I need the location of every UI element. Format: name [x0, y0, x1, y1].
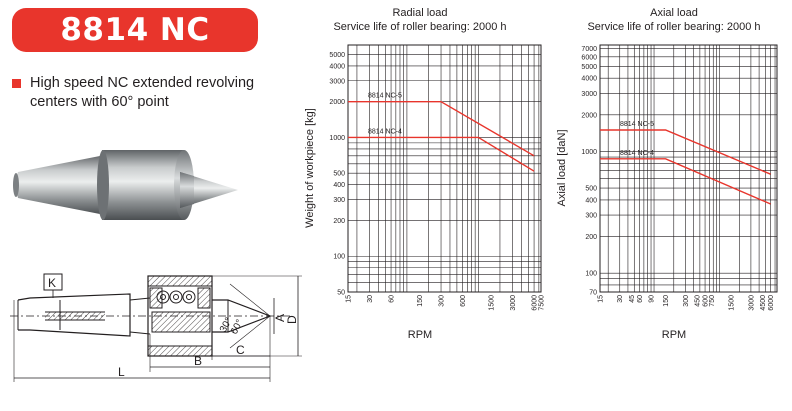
chart-title: Axial load [650, 7, 698, 19]
series-line [600, 158, 771, 205]
axial-load-chart: Axial load Service life of roller bearing… [556, 7, 778, 341]
y-tick-label: 500 [585, 186, 597, 193]
technical-drawing [10, 273, 302, 382]
label-a: A [273, 314, 287, 322]
point-cone [180, 172, 238, 208]
x-tick-label: 45 [629, 295, 636, 303]
y-tick-label: 100 [333, 254, 345, 261]
y-tick-label: 100 [585, 271, 597, 278]
x-tick-label: 1500 [729, 295, 736, 311]
y-tick-label: 5000 [581, 64, 597, 71]
y-tick-label: 1000 [581, 149, 597, 156]
bullet-square-icon [12, 79, 21, 88]
x-tick-label: 1500 [489, 295, 496, 311]
product-title: 8814 NC [12, 8, 258, 52]
bearing-housing [102, 150, 184, 220]
x-tick-label: 600 [460, 295, 467, 307]
series-label: 8814 NC-5 [620, 121, 654, 128]
x-tick-label: 6000 [768, 295, 775, 311]
point-base [180, 172, 194, 208]
series-label: 8814 NC-4 [620, 150, 654, 157]
x-tick-label: 450 [694, 295, 701, 307]
y-tick-label: 3000 [329, 78, 345, 85]
y-tick-label: 2000 [329, 99, 345, 106]
plot-frame [347, 44, 542, 293]
x-tick-label: 60 [389, 295, 396, 303]
label-l: L [118, 365, 125, 379]
y-tick-label: 2000 [581, 112, 597, 119]
housing-back [97, 150, 109, 220]
y-tick-label: 500 [333, 171, 345, 178]
label-c: C [236, 343, 245, 357]
taper-shank [14, 155, 105, 215]
x-tick-label: 7500 [539, 295, 546, 311]
y-tick-label: 3000 [581, 91, 597, 98]
y-tick-label: 4000 [329, 63, 345, 70]
y-tick-label: 1000 [329, 135, 345, 142]
label-d: D [285, 315, 299, 324]
x-tick-label: 3000 [510, 295, 517, 311]
series-label: 8814 NC-5 [368, 93, 402, 100]
x-tick-label: 6000 [532, 295, 539, 311]
y-tick-label: 4000 [581, 76, 597, 83]
y-tick-label: 400 [585, 197, 597, 204]
y-axis-label: Axial load [daN] [556, 129, 568, 206]
y-tick-label: 300 [333, 197, 345, 204]
x-tick-label: 600 [703, 295, 710, 307]
series-line [348, 100, 535, 157]
plot-frame [599, 44, 778, 293]
label-k: K [48, 276, 56, 290]
radial-load-chart: Radial load Service life of roller bearin… [304, 7, 546, 341]
product-photo [13, 150, 238, 220]
x-tick-label: 60 [637, 295, 644, 303]
x-tick-label: 30 [617, 295, 624, 303]
y-tick-label: 300 [585, 213, 597, 220]
x-tick-label: 4500 [760, 295, 767, 311]
shank-end [13, 173, 19, 197]
x-tick-label: 15 [598, 295, 605, 303]
description-text: High speed NC extended revolving centers… [30, 75, 255, 110]
x-tick-label: 3000 [748, 295, 755, 311]
x-tick-label: 150 [417, 295, 424, 307]
chart-subtitle: Service life of roller bearing: 2000 h [587, 21, 760, 33]
x-axis-label: RPM [662, 329, 686, 341]
x-tick-label: 150 [663, 295, 670, 307]
series-line [348, 136, 535, 172]
series-label: 8814 NC-4 [368, 128, 402, 135]
y-tick-label: 50 [337, 290, 345, 297]
label-b: B [194, 354, 202, 368]
y-tick-label: 200 [333, 218, 345, 225]
x-axis-label: RPM [408, 329, 432, 341]
x-tick-label: 300 [683, 295, 690, 307]
chart-subtitle: Service life of roller bearing: 2000 h [333, 21, 506, 33]
chart-title: Radial load [392, 7, 447, 19]
y-tick-label: 6000 [581, 54, 597, 61]
x-tick-label: 750 [709, 295, 716, 307]
series-line [600, 129, 771, 175]
x-tick-label: 300 [439, 295, 446, 307]
y-tick-label: 5000 [329, 52, 345, 59]
x-tick-label: 90 [649, 295, 656, 303]
y-tick-label: 200 [585, 234, 597, 241]
product-description: High speed NC extended revolving centers… [12, 74, 282, 112]
x-tick-label: 15 [346, 295, 353, 303]
y-tick-label: 400 [333, 182, 345, 189]
y-tick-label: 70 [589, 290, 597, 297]
y-tick-label: 7000 [581, 46, 597, 53]
x-tick-label: 30 [367, 295, 374, 303]
y-axis-label: Weight of workpiece [kg] [304, 108, 316, 228]
